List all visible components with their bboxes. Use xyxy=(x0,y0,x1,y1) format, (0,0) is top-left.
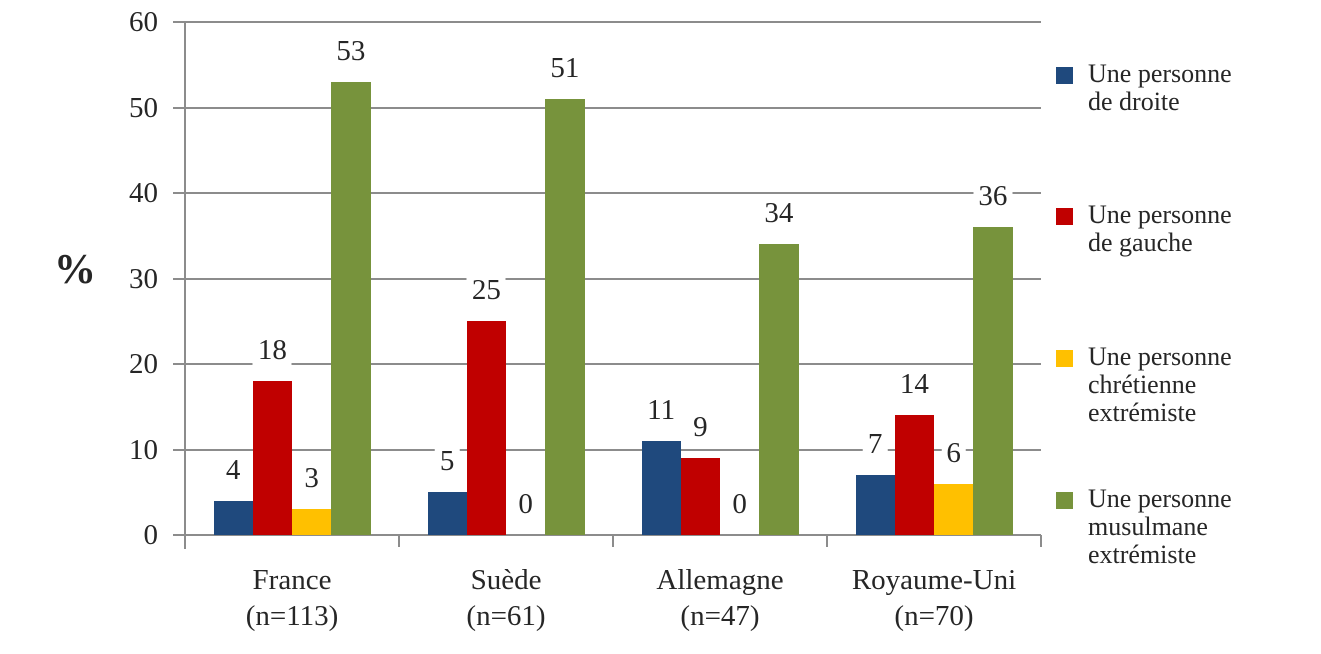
bar-value-label: 18 xyxy=(252,335,292,366)
legend-label-line: chrétienne xyxy=(1088,370,1197,399)
legend-label-line: de gauche xyxy=(1088,228,1193,257)
x-axis-tick xyxy=(826,535,828,547)
legend-item: Une personne de gauche xyxy=(1056,201,1232,257)
bar xyxy=(855,475,895,535)
bar-value-label: 7 xyxy=(862,429,888,460)
gridline xyxy=(185,448,1041,451)
category-count-label: (n=70) xyxy=(894,600,974,632)
y-axis-tick xyxy=(173,21,185,23)
category-label: Royaume-Uni (n=70) xyxy=(827,562,1041,634)
legend-label-line: extrémiste xyxy=(1088,540,1197,569)
legend-label: Une personne de gauche xyxy=(1088,201,1232,257)
legend-label-line: musulmane xyxy=(1088,512,1208,541)
gridline xyxy=(185,21,1041,23)
gridline xyxy=(185,363,1041,365)
category-name: Allemagne xyxy=(656,564,784,596)
gridline xyxy=(185,192,1041,194)
legend-color-swatch xyxy=(1056,67,1073,84)
y-tick-label: 60 xyxy=(129,6,158,38)
bar-value-label: 0 xyxy=(727,489,752,519)
y-axis-tick xyxy=(173,192,185,194)
y-tick-label: 30 xyxy=(129,262,158,295)
bar xyxy=(680,458,720,535)
bar-value-label: 6 xyxy=(941,437,966,468)
category-count-label: (n=113) xyxy=(245,600,339,632)
bar xyxy=(545,98,585,535)
y-axis-line xyxy=(184,22,186,549)
x-axis-tick xyxy=(612,535,614,547)
legend-item: Une personne musulmane extrémiste xyxy=(1056,485,1232,569)
bar-value-label: 3 xyxy=(299,463,324,494)
y-axis-tick xyxy=(173,106,185,109)
x-axis-tick xyxy=(1040,535,1042,547)
legend-label-line: de droite xyxy=(1088,87,1180,116)
bar-value-label: 51 xyxy=(545,52,585,83)
bar-value-label: 4 xyxy=(220,454,246,485)
legend-color-swatch xyxy=(1056,350,1073,367)
category-name: France xyxy=(252,564,332,596)
legend-label: Une personne chrétienne extrémiste xyxy=(1088,343,1232,427)
y-axis-tick xyxy=(173,277,185,280)
bar xyxy=(427,492,467,535)
plot-area: 4 5 11 7 18 25 9 14 3 0 0 6 53 51 34 36 xyxy=(173,21,1042,549)
category-label: Allemagne (n=47) xyxy=(613,562,827,634)
bar xyxy=(973,227,1013,535)
category-name: Royaume-Uni xyxy=(851,564,1017,596)
bar xyxy=(466,321,506,535)
legend-color-swatch xyxy=(1056,492,1073,509)
y-axis-title: % xyxy=(54,247,96,293)
y-tick-label: 20 xyxy=(129,348,158,380)
legend-label-line: extrémiste xyxy=(1088,398,1197,427)
y-tick-label: 10 xyxy=(129,433,158,466)
legend-item: Une personne de droite xyxy=(1056,60,1232,116)
legend-label-line: Une personne xyxy=(1088,484,1232,513)
legend-color-swatch xyxy=(1056,208,1073,225)
gridline xyxy=(185,106,1041,109)
bar-value-label: 11 xyxy=(642,394,681,425)
bar xyxy=(759,244,799,535)
bar xyxy=(934,483,974,535)
legend-label-line: Une personne xyxy=(1088,342,1232,371)
bar-value-label: 34 xyxy=(759,198,799,229)
legend-item: Une personne chrétienne extrémiste xyxy=(1056,343,1232,427)
bar xyxy=(252,381,292,535)
category-label: Suède (n=61) xyxy=(399,562,613,634)
y-tick-label: 0 xyxy=(143,519,159,551)
bar xyxy=(213,500,253,535)
y-tick-label: 50 xyxy=(129,91,158,124)
y-tick-label: 40 xyxy=(129,177,158,209)
x-axis-tick xyxy=(398,535,400,547)
category-count-label: (n=61) xyxy=(466,600,546,632)
bar-value-label: 25 xyxy=(466,275,506,306)
bar-value-label: 0 xyxy=(513,489,538,519)
bar-value-label: 14 xyxy=(894,369,934,400)
category-label: France (n=113) xyxy=(185,562,399,634)
y-axis-tick xyxy=(173,448,185,451)
bar xyxy=(894,415,934,535)
x-axis-tick xyxy=(184,535,186,547)
bar xyxy=(641,440,681,535)
bar-value-label: 53 xyxy=(331,35,371,66)
legend-label: Une personne musulmane extrémiste xyxy=(1088,485,1232,569)
bar xyxy=(292,509,332,535)
legend-label-line: Une personne xyxy=(1088,200,1232,229)
legend-label-line: Une personne xyxy=(1088,59,1232,88)
bar-value-label: 9 xyxy=(688,412,713,443)
bar xyxy=(331,81,371,535)
bar-value-label: 5 xyxy=(434,446,460,477)
category-name: Suède xyxy=(470,564,542,596)
y-axis-tick xyxy=(173,534,185,536)
y-axis-tick xyxy=(173,363,185,365)
legend-label: Une personne de droite xyxy=(1088,60,1232,116)
gridline xyxy=(185,277,1041,280)
bar-value-label: 36 xyxy=(973,181,1013,212)
category-count-label: (n=47) xyxy=(680,600,760,632)
